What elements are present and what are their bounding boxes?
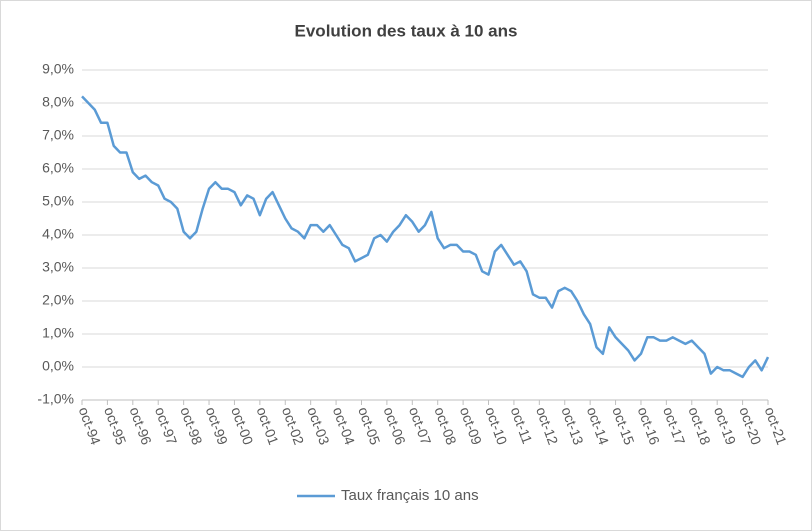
y-tick-label: 2,0% xyxy=(42,292,74,308)
chart-title: Evolution des taux à 10 ans xyxy=(295,21,518,40)
y-tick-label: 9,0% xyxy=(42,61,74,77)
y-tick-label: 3,0% xyxy=(42,259,74,275)
y-tick-label: 1,0% xyxy=(42,325,74,341)
y-tick-label: 4,0% xyxy=(42,226,74,242)
legend-label: Taux français 10 ans xyxy=(341,487,479,504)
y-tick-label: 6,0% xyxy=(42,160,74,176)
line-series xyxy=(81,95,770,379)
y-tick-label: 8,0% xyxy=(42,94,74,110)
y-tick-label: 5,0% xyxy=(42,193,74,209)
y-tick-label: 7,0% xyxy=(42,127,74,143)
y-tick-label: 0,0% xyxy=(42,358,74,374)
y-tick-label: -1,0% xyxy=(37,391,74,407)
